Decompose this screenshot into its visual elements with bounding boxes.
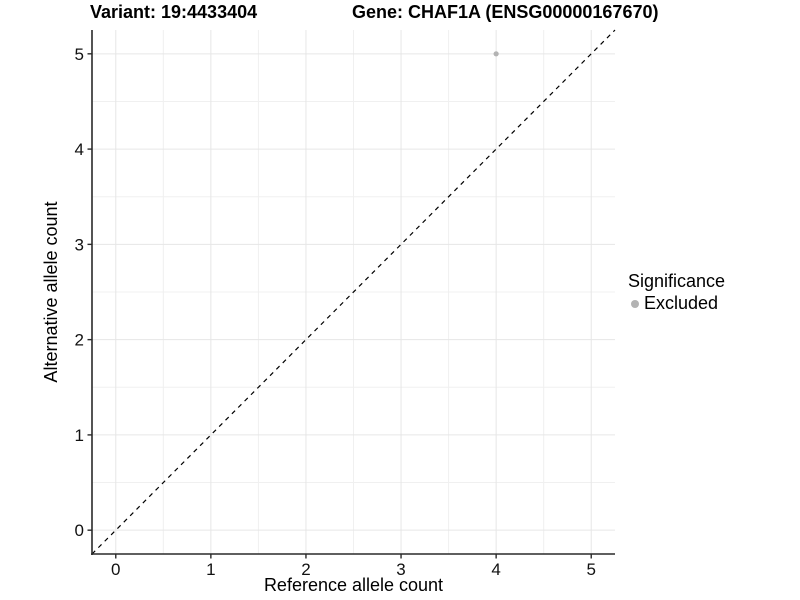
legend-title: Significance [628, 271, 726, 291]
legend-key-dot-icon [631, 299, 639, 308]
y-tick-label: 5 [75, 45, 84, 64]
x-tick-label: 4 [491, 560, 500, 579]
y-axis-title: Alternative allele count [41, 201, 61, 383]
y-tick-label: 4 [75, 140, 84, 159]
y-tick-label: 3 [75, 235, 84, 254]
x-axis-title: Reference allele count [263, 575, 444, 595]
legend: Significance Excluded [628, 270, 725, 314]
plot-title-gene: Gene: CHAF1A (ENSG00000167670) [352, 2, 659, 22]
data-point [493, 51, 499, 57]
x-tick-label: 5 [586, 560, 595, 579]
y-tick-label: 0 [75, 521, 84, 540]
x-tick-label: 3 [396, 560, 405, 579]
y-tick-label: 2 [75, 331, 84, 350]
x-tick-label: 2 [301, 560, 310, 579]
identity-line [91, 29, 616, 555]
legend-item-label: Excluded [644, 293, 719, 313]
plot-title-variant: Variant: 19:4433404 [90, 2, 258, 22]
legend-item-excluded: Excluded [628, 293, 725, 314]
plot-panel: 0 1 2 3 4 5 0 1 2 3 4 5 [75, 29, 616, 579]
y-tick-label: 1 [75, 426, 84, 445]
x-tick-label: 0 [111, 560, 120, 579]
x-tick-label: 1 [206, 560, 215, 579]
